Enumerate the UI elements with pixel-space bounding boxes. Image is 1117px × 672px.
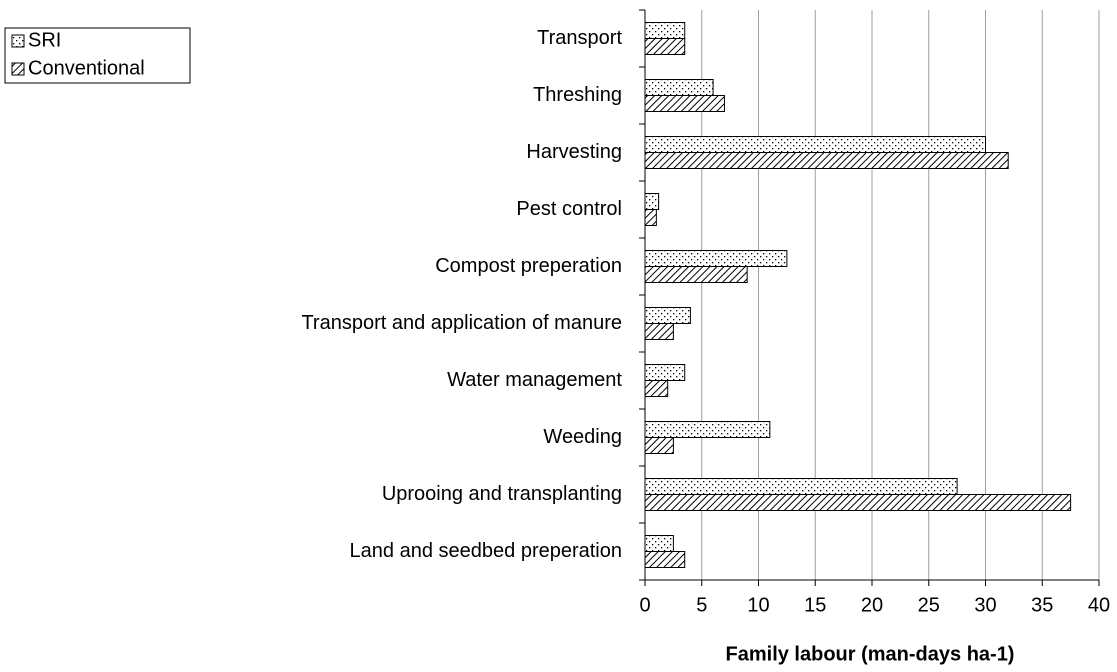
bar [644, 38, 686, 55]
bar [644, 193, 660, 210]
legend-label: SRI [28, 29, 61, 51]
y-tick-label: Transport and application of manure [301, 312, 622, 334]
bar [644, 535, 674, 552]
legend-swatch [11, 62, 25, 76]
legend-label: Conventional [28, 57, 145, 79]
bar [644, 209, 657, 226]
bar [644, 421, 771, 438]
x-tick-label: 25 [918, 594, 940, 616]
bar [644, 478, 958, 495]
bar [644, 364, 686, 381]
bar [644, 323, 674, 340]
bar [644, 152, 1009, 169]
y-tick-label: Pest control [516, 198, 622, 220]
y-tick-label: Compost preperation [435, 255, 622, 277]
legend-swatch [11, 34, 25, 48]
y-tick-label: Harvesting [526, 141, 622, 163]
x-axis-title: Family labour (man-days ha-1) [726, 643, 1015, 665]
x-tick-label: 40 [1088, 594, 1110, 616]
legend-box [4, 27, 191, 84]
bar [644, 79, 714, 96]
x-tick-label: 10 [747, 594, 769, 616]
bar [644, 380, 669, 397]
bar [644, 266, 748, 283]
y-tick-label: Threshing [533, 84, 622, 106]
bar [644, 494, 1072, 511]
x-tick-label: 15 [804, 594, 826, 616]
bar [644, 307, 691, 324]
x-tick-label: 5 [696, 594, 707, 616]
y-tick-label: Water management [447, 369, 622, 391]
bar [644, 136, 986, 153]
x-tick-label: 35 [1031, 594, 1053, 616]
y-tick-label: Weeding [543, 426, 622, 448]
x-tick-label: 0 [639, 594, 650, 616]
y-tick-label: Uprooing and transplanting [382, 483, 622, 505]
bar [644, 437, 674, 454]
bar [644, 551, 686, 568]
x-tick-label: 20 [861, 594, 883, 616]
x-tick-label: 30 [974, 594, 996, 616]
bar [644, 22, 686, 39]
y-tick-label: Transport [537, 27, 622, 49]
bar [644, 250, 788, 267]
y-tick-label: Land and seedbed preperation [350, 540, 622, 562]
bar [644, 95, 725, 112]
